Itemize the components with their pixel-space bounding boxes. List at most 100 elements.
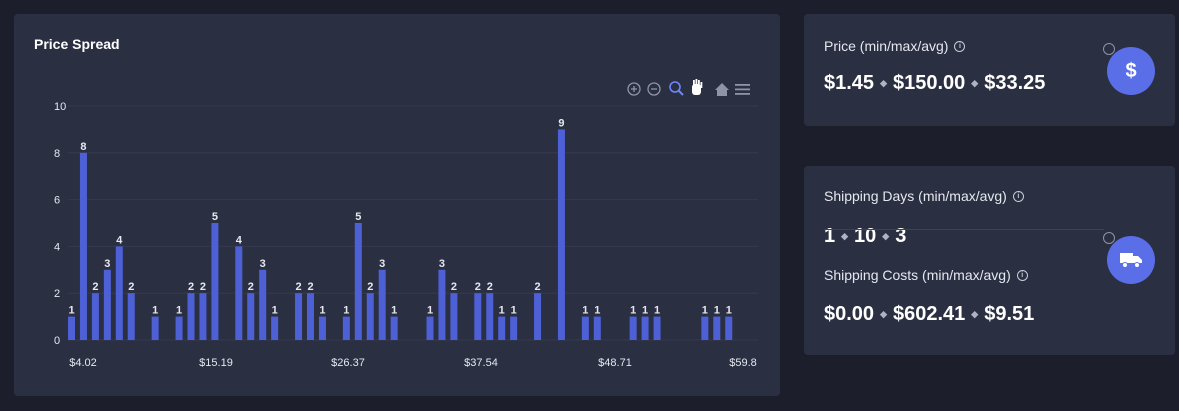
bar-value-label: 2 — [307, 281, 313, 293]
bar-value-label: 5 — [355, 211, 361, 223]
separator-icon: ◆ — [880, 78, 887, 88]
bar[interactable] — [235, 246, 243, 340]
shipping-costs-min: $0.00 — [824, 303, 875, 325]
bar[interactable] — [486, 293, 494, 340]
separator-icon: ◆ — [841, 231, 849, 241]
price-avg: $33.25 — [984, 72, 1046, 94]
bar[interactable] — [534, 293, 542, 340]
info-icon[interactable]: i — [1016, 269, 1028, 281]
bar-value-label: 1 — [511, 305, 517, 317]
bar-value-label: 2 — [295, 281, 301, 293]
bar[interactable] — [725, 316, 733, 340]
bar[interactable] — [653, 316, 661, 340]
bar[interactable] — [175, 316, 183, 340]
bar[interactable] — [390, 316, 398, 340]
bar-value-label: 1 — [176, 305, 182, 317]
bar[interactable] — [438, 269, 446, 340]
bar[interactable] — [271, 316, 279, 340]
bar[interactable] — [259, 269, 267, 340]
bar-value-label: 1 — [702, 305, 708, 317]
shipping-costs-values: $0.00 ◆ $602.41 ◆ $9.51 — [824, 303, 1034, 326]
bar[interactable] — [510, 316, 518, 340]
bar-value-label: 1 — [319, 305, 325, 317]
bar[interactable] — [199, 293, 207, 340]
shipping-days-label-row: Shipping Days (min/max/avg) i — [824, 188, 1024, 204]
bar-value-label: 3 — [439, 258, 445, 270]
bar-value-label: 1 — [499, 305, 505, 317]
bar[interactable] — [115, 246, 123, 340]
bar-value-label: 3 — [104, 258, 110, 270]
status-dot-icon — [1103, 43, 1115, 55]
bar[interactable] — [354, 223, 362, 340]
bar[interactable] — [295, 293, 303, 340]
bar-value-label: 1 — [654, 305, 660, 317]
dollar-icon: $ — [1107, 47, 1155, 95]
shipping-days-max: 10 — [854, 225, 877, 247]
y-tick-label: 2 — [54, 288, 60, 300]
shipping-costs-label: Shipping Costs (min/max/avg) — [824, 267, 1011, 283]
bar-value-label: 2 — [200, 281, 206, 293]
x-tick-label: $37.54 — [464, 357, 498, 369]
bar-value-label: 1 — [642, 305, 648, 317]
zoom-out-icon[interactable] — [647, 82, 661, 96]
bar[interactable] — [474, 293, 482, 340]
zoom-in-icon[interactable] — [627, 82, 641, 96]
info-icon[interactable]: i — [954, 40, 966, 52]
bar-value-label: 5 — [212, 211, 218, 223]
bar[interactable] — [127, 293, 135, 340]
price-label-row: Price (min/max/avg) i — [824, 38, 966, 54]
bar[interactable] — [247, 293, 255, 340]
bar[interactable] — [378, 269, 386, 340]
bar-value-label: 2 — [92, 281, 98, 293]
pan-hand-icon[interactable] — [692, 79, 703, 95]
price-label: Price (min/max/avg) — [824, 38, 949, 54]
bar[interactable] — [187, 293, 195, 340]
bar[interactable] — [426, 316, 434, 340]
bar[interactable] — [450, 293, 458, 340]
bar[interactable] — [557, 129, 565, 340]
shipping-days-min: 1 — [824, 225, 836, 247]
bar[interactable] — [318, 316, 326, 340]
x-tick-label: $26.37 — [331, 357, 365, 369]
bar[interactable] — [713, 316, 721, 340]
magnifier-icon[interactable] — [669, 81, 684, 96]
shipping-days-values: 1 ◆ 10 ◆ 3 — [824, 225, 906, 248]
info-icon[interactable]: i — [1012, 190, 1024, 202]
bar[interactable] — [103, 269, 111, 340]
bar-value-label: 2 — [248, 281, 254, 293]
shipping-days-avg: 3 — [895, 225, 907, 247]
card-title: Price Spread — [34, 36, 120, 52]
bar[interactable] — [211, 223, 219, 340]
bar-value-label: 1 — [272, 305, 278, 317]
bar[interactable] — [701, 316, 709, 340]
bar-value-label: 2 — [128, 281, 134, 293]
shipping-costs-avg: $9.51 — [984, 303, 1035, 325]
bar[interactable] — [68, 316, 75, 340]
shipping-costs-max: $602.41 — [892, 303, 966, 325]
menu-icon[interactable] — [735, 84, 750, 95]
bar-value-label: 9 — [558, 117, 564, 129]
y-tick-label: 8 — [54, 148, 60, 160]
bar[interactable] — [307, 293, 314, 340]
bar-value-label: 2 — [451, 281, 457, 293]
bar[interactable] — [641, 316, 649, 340]
bar-value-label: 1 — [343, 305, 349, 317]
bar[interactable] — [366, 293, 374, 340]
bar[interactable] — [581, 316, 589, 340]
bar-value-label: 2 — [487, 281, 493, 293]
bar-value-label: 4 — [116, 234, 123, 246]
bar[interactable] — [79, 152, 87, 340]
home-icon[interactable] — [715, 83, 729, 96]
bar[interactable] — [593, 316, 601, 340]
bar[interactable] — [91, 293, 99, 340]
bar[interactable] — [629, 316, 637, 340]
truck-icon — [1107, 236, 1155, 284]
bar[interactable] — [498, 316, 506, 340]
separator-icon: ◆ — [971, 309, 979, 319]
bar[interactable] — [342, 316, 350, 340]
status-dot-icon — [1103, 232, 1115, 244]
shipping-days-label: Shipping Days (min/max/avg) — [824, 188, 1007, 204]
bar[interactable] — [151, 316, 159, 340]
bar-value-label: 2 — [188, 281, 194, 293]
